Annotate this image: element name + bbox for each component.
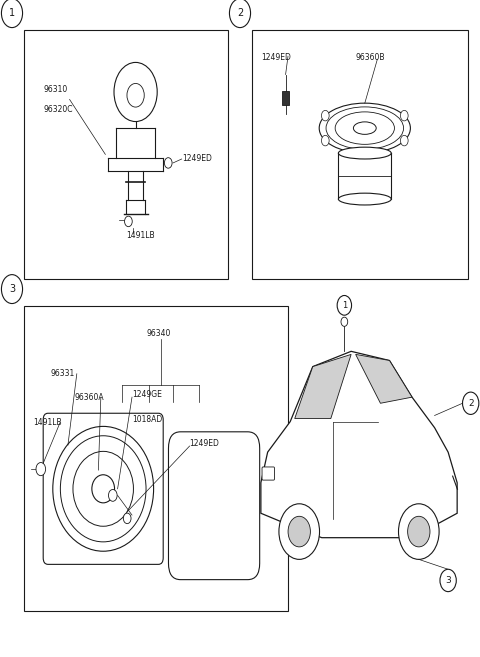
Circle shape bbox=[127, 83, 144, 107]
FancyBboxPatch shape bbox=[43, 413, 163, 564]
Circle shape bbox=[463, 392, 479, 415]
Circle shape bbox=[288, 516, 311, 547]
Text: 2: 2 bbox=[237, 8, 243, 18]
Polygon shape bbox=[295, 354, 351, 419]
Bar bbox=[24, 306, 288, 611]
Bar bbox=[282, 91, 289, 105]
Text: 96320C: 96320C bbox=[43, 105, 72, 114]
Circle shape bbox=[108, 489, 117, 501]
Circle shape bbox=[125, 216, 132, 227]
Text: 1: 1 bbox=[342, 301, 347, 310]
Ellipse shape bbox=[335, 112, 395, 145]
FancyBboxPatch shape bbox=[168, 432, 260, 579]
Circle shape bbox=[229, 0, 251, 28]
Text: 2: 2 bbox=[468, 399, 473, 408]
Text: 96331: 96331 bbox=[50, 369, 75, 378]
Bar bbox=[24, 30, 228, 279]
Circle shape bbox=[400, 110, 408, 121]
Text: 1491LB: 1491LB bbox=[34, 418, 62, 426]
Text: 1: 1 bbox=[9, 8, 15, 18]
Circle shape bbox=[400, 135, 408, 146]
Circle shape bbox=[164, 158, 172, 168]
Text: 1491LB: 1491LB bbox=[126, 231, 155, 240]
Polygon shape bbox=[356, 354, 412, 403]
Ellipse shape bbox=[53, 426, 154, 551]
Text: 1249ED: 1249ED bbox=[182, 154, 213, 163]
Text: 3: 3 bbox=[9, 284, 15, 294]
Ellipse shape bbox=[326, 107, 404, 149]
Text: 96310: 96310 bbox=[43, 85, 68, 94]
Circle shape bbox=[1, 0, 23, 28]
Circle shape bbox=[341, 317, 348, 327]
Circle shape bbox=[1, 275, 23, 304]
Ellipse shape bbox=[338, 147, 391, 159]
Circle shape bbox=[123, 513, 131, 524]
Text: 96360A: 96360A bbox=[74, 393, 104, 402]
Ellipse shape bbox=[319, 103, 410, 153]
Ellipse shape bbox=[353, 122, 376, 135]
Circle shape bbox=[440, 569, 456, 591]
Text: 96360B: 96360B bbox=[356, 53, 385, 62]
Text: 3: 3 bbox=[445, 576, 451, 585]
Circle shape bbox=[322, 135, 329, 146]
FancyBboxPatch shape bbox=[262, 467, 275, 480]
Circle shape bbox=[337, 296, 351, 315]
Circle shape bbox=[398, 504, 439, 559]
Circle shape bbox=[114, 62, 157, 122]
Ellipse shape bbox=[338, 193, 391, 205]
Ellipse shape bbox=[92, 475, 115, 503]
Text: 1018AD: 1018AD bbox=[132, 415, 162, 424]
Text: 1249GE: 1249GE bbox=[132, 390, 162, 399]
Text: 96340: 96340 bbox=[146, 329, 171, 338]
Ellipse shape bbox=[73, 451, 133, 526]
Circle shape bbox=[322, 110, 329, 121]
Polygon shape bbox=[261, 351, 457, 537]
Circle shape bbox=[36, 463, 46, 476]
Circle shape bbox=[408, 516, 430, 547]
Text: 1249ED: 1249ED bbox=[190, 439, 219, 448]
Circle shape bbox=[279, 504, 320, 559]
Ellipse shape bbox=[60, 436, 146, 542]
Bar bbox=[252, 30, 468, 279]
Text: 1249ED: 1249ED bbox=[262, 53, 291, 62]
